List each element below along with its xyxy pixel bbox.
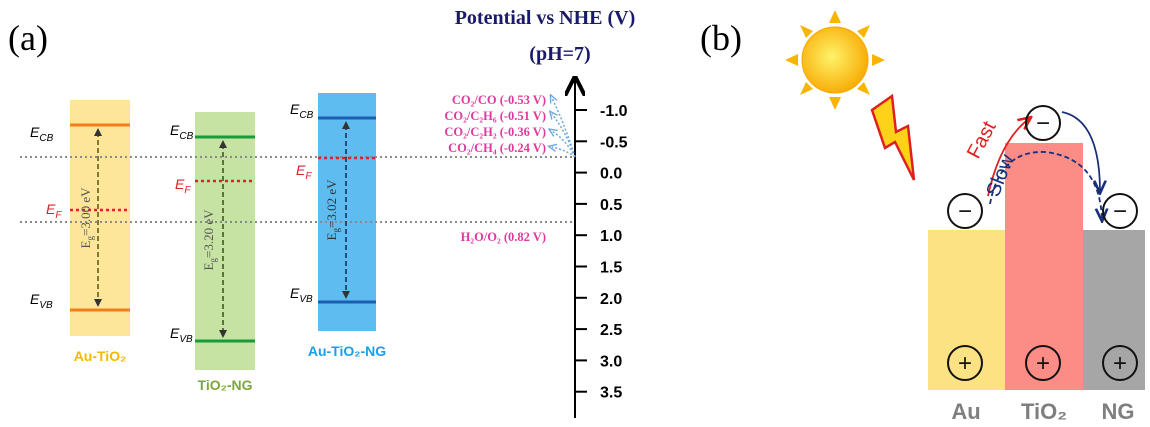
redox-label: CO₂/C₂H₂ (-0.36 V) <box>444 125 546 139</box>
hole-symbol: + <box>1036 350 1050 377</box>
ef-label: EF <box>46 201 62 221</box>
axis-tick-label: -1.0 <box>600 103 628 120</box>
redox-label: CO₂/CO (-0.53 V) <box>452 93 546 107</box>
panel-label: (a) <box>8 18 48 58</box>
redox-label: H₂O/O₂ (0.82 V) <box>461 230 546 244</box>
bar-label: NG <box>1102 399 1135 424</box>
axis-tick-label: 0.5 <box>600 197 622 214</box>
axis-tick-label: 1.5 <box>600 260 622 277</box>
bar-label: TiO₂ <box>1021 399 1067 424</box>
lightning-icon <box>872 96 914 180</box>
sun-icon <box>785 10 885 110</box>
material-label: TiO₂-NG <box>198 377 253 393</box>
axis-tick-label: 3.5 <box>600 385 622 402</box>
ef-label: EF <box>175 176 191 196</box>
redox-label: CO₂/C₂H₆ (-0.51 V) <box>444 109 546 123</box>
vb-label: EVB <box>30 291 53 311</box>
hole-symbol: + <box>1113 350 1127 377</box>
axis-ticks: -1.0 -0.5 0.0 0.5 1.0 1.5 2.0 2.5 3.0 3.5 <box>575 103 628 402</box>
figure: (a) ECB EVB EF Eg=3.00 eV Au-TiO₂ ECB EV… <box>0 0 1150 427</box>
bar-label: Au <box>951 399 980 424</box>
material-label: Au-TiO₂-NG <box>308 343 386 359</box>
axis-tick-label: 0.0 <box>600 166 622 183</box>
vb-label: EVB <box>290 285 313 305</box>
hole-symbol: + <box>958 350 972 377</box>
electron-symbol: − <box>1036 110 1050 137</box>
axis-tick-label: 3.0 <box>600 353 622 370</box>
panel-label: (b) <box>700 18 742 58</box>
ef-label: EF <box>296 162 312 182</box>
fast-label: Fast <box>963 117 1001 162</box>
redox-label: CO₂/CH₄ (-0.24 V) <box>448 141 546 155</box>
axis-tick-label: 2.0 <box>600 291 622 308</box>
axis-tick-label: -0.5 <box>600 134 628 151</box>
vb-label: EVB <box>170 325 193 345</box>
cb-label: ECB <box>170 122 194 142</box>
electron-symbol: − <box>958 198 972 225</box>
redox-arrows <box>552 98 575 157</box>
axis-tick-label: 1.0 <box>600 228 622 245</box>
material-label: Au-TiO₂ <box>74 348 127 364</box>
electron-symbol: − <box>1113 198 1127 225</box>
axis-subtitle: (pH=7) <box>529 43 590 65</box>
cb-label: ECB <box>290 101 314 121</box>
axis-title: Potential vs NHE (V) <box>455 7 636 29</box>
cb-label: ECB <box>30 124 54 144</box>
axis-tick-label: 2.5 <box>600 322 622 339</box>
